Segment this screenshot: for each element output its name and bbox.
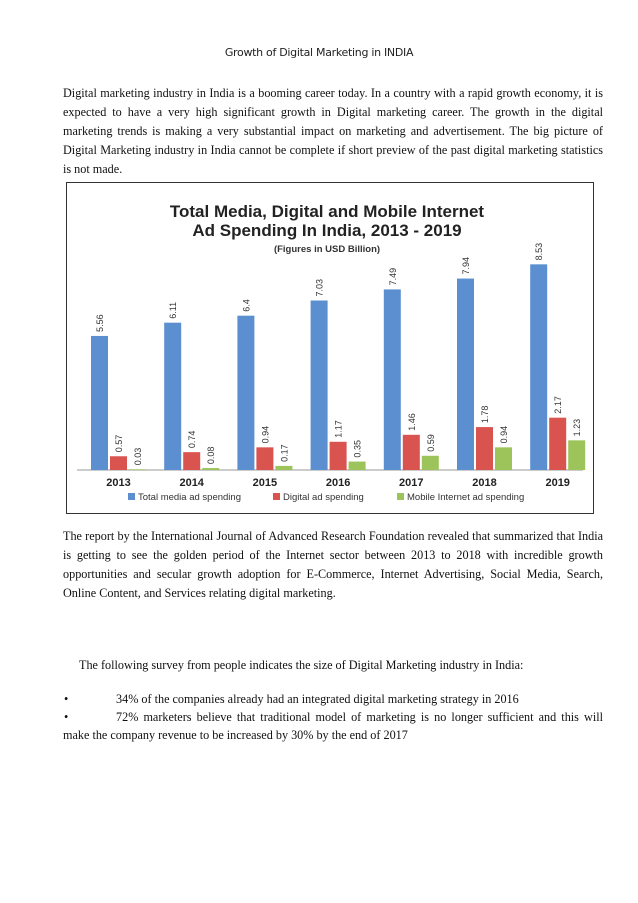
bar-2018-series-2: [476, 427, 493, 470]
bar-2017-series-1: [383, 289, 401, 470]
bar-2013-series-1: [91, 335, 108, 470]
bullet-text: 34% of the companies already had an inte…: [116, 692, 519, 706]
bar-2016-series-3: [348, 461, 366, 470]
data-label-2017-series-1: 7.49: [388, 268, 398, 286]
data-label-2018-series-3: 0.94: [499, 426, 509, 444]
intro-paragraph: Digital marketing industry in India is a…: [63, 86, 603, 176]
data-label-2015-series-2: 0.94: [260, 426, 270, 444]
chart-title-line1: Total Media, Digital and Mobile Internet: [170, 202, 485, 221]
legend-label-2: Digital ad spending: [283, 492, 364, 503]
bar-2016-series-1: [310, 300, 328, 470]
legend-label-1: Total media ad spending: [138, 492, 241, 503]
bullet-item: • 72% marketers believe that traditional…: [63, 708, 603, 744]
legend-swatch-2: [273, 493, 280, 500]
bullet-symbol: •: [64, 710, 69, 724]
data-label-2015-series-3: 0.17: [279, 444, 289, 462]
data-label-2016-series-2: 1.17: [334, 420, 344, 438]
data-label-2019-series-3: 1.23: [572, 419, 582, 437]
data-label-2016-series-3: 0.35: [353, 440, 363, 458]
legend-swatch-3: [397, 493, 404, 500]
data-label-2013-series-1: 5.56: [95, 314, 105, 332]
data-label-2018-series-2: 1.78: [480, 406, 490, 424]
data-label-2014-series-1: 6.11: [168, 302, 178, 319]
x-tick-label-2014: 2014: [179, 477, 204, 489]
data-label-2013-series-3: 0.03: [133, 448, 143, 466]
survey-intro: The following survey from people indicat…: [79, 658, 524, 672]
legend-label-3: Mobile Internet ad spending: [407, 492, 524, 503]
bar-2018-series-1: [457, 278, 474, 470]
data-label-2018-series-1: 7.94: [461, 257, 471, 275]
bar-2017-series-3: [421, 455, 439, 470]
data-label-2017-series-3: 0.59: [426, 434, 436, 452]
page-title: Growth of Digital Marketing in INDIA: [224, 46, 414, 59]
ad-spending-chart: Total Media, Digital and Mobile Internet…: [77, 202, 586, 503]
bar-2013-series-2: [110, 456, 127, 470]
bar-2015-series-1: [237, 315, 255, 470]
bar-2015-series-2: [256, 447, 274, 470]
bullet-text: 72% marketers believe that traditional m…: [63, 710, 603, 742]
legend-swatch-1: [128, 493, 135, 500]
bar-2019-series-2: [549, 417, 567, 470]
chart-container: Total Media, Digital and Mobile Internet…: [66, 182, 594, 514]
x-tick-label-2018: 2018: [472, 477, 496, 489]
chart-title-line2: Ad Spending In India, 2013 - 2019: [192, 221, 461, 240]
data-label-2014-series-3: 0.08: [206, 447, 216, 465]
bar-2019-series-3: [568, 440, 586, 470]
chart-subtitle: (Figures in USD Billion): [274, 244, 380, 255]
x-tick-label-2015: 2015: [253, 477, 277, 489]
bar-2019-series-1: [530, 264, 548, 470]
bullet-item: • 34% of the companies already had an in…: [63, 690, 603, 708]
x-tick-label-2013: 2013: [106, 477, 130, 489]
bar-2017-series-2: [402, 434, 420, 470]
data-label-2019-series-1: 8.53: [534, 243, 544, 261]
bar-2014-series-3: [202, 468, 220, 470]
data-label-2019-series-2: 2.17: [553, 396, 563, 414]
data-label-2017-series-2: 1.46: [407, 413, 417, 431]
data-label-2016-series-1: 7.03: [315, 279, 325, 297]
chart-legend: Total media ad spending Digital ad spendi…: [128, 492, 524, 503]
x-tick-label-2016: 2016: [326, 477, 350, 489]
x-tick-label-2017: 2017: [399, 477, 423, 489]
bar-2016-series-2: [329, 441, 347, 470]
bar-2014-series-1: [164, 322, 182, 470]
x-tick-label-2019: 2019: [545, 477, 569, 489]
bar-2014-series-2: [183, 452, 201, 470]
bars-group: 5.56 0.57 0.03 2013 6.11 0.74 0.08 2014 6.4 0.94 0…: [91, 243, 586, 489]
report-paragraph: The report by the International Journal …: [63, 529, 603, 600]
bar-2018-series-3: [495, 447, 512, 470]
data-label-2014-series-2: 0.74: [187, 431, 197, 449]
bar-2015-series-3: [275, 465, 293, 470]
data-label-2013-series-2: 0.57: [114, 435, 124, 453]
bar-2013-series-3: [129, 469, 146, 470]
bullet-symbol: •: [64, 692, 69, 706]
data-label-2015-series-1: 6.4: [241, 299, 251, 312]
